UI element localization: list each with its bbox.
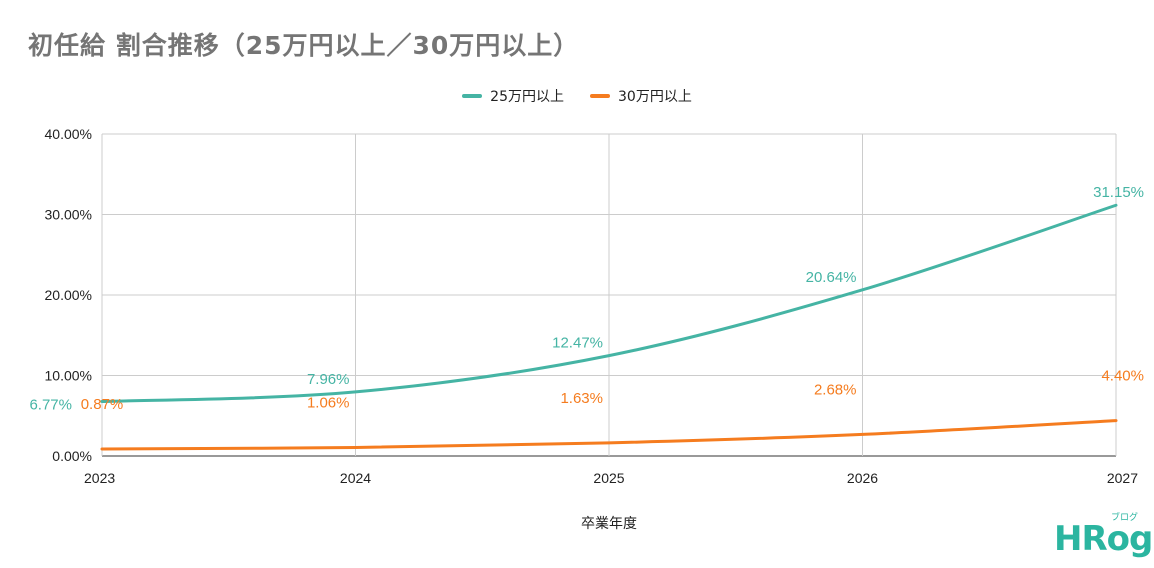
legend-label-series-1: 25万円以上 [490,89,564,105]
x-tick-label: 2024 [340,470,371,486]
x-tick-label: 2026 [847,470,878,486]
logo-subtext: ブログ [1110,513,1138,523]
data-label-series-2: 1.63% [560,390,603,407]
x-tick-label: 2027 [1107,470,1138,486]
data-label-series-2: 4.40% [1101,368,1144,385]
y-tick-label: 0.00% [52,448,92,464]
data-label-series-1: 7.96% [307,371,350,388]
chart-legend: 25万円以上 30万円以上 [0,86,1154,106]
data-label-series-2: 2.68% [814,381,857,398]
y-tick-label: 20.00% [45,287,92,303]
x-tick-label: 2025 [593,470,624,486]
chart-title: 初任給 割合推移（25万円以上／30万円以上） [28,31,580,60]
data-label-series-1: 12.47% [552,335,603,352]
legend-swatch-series-1 [462,94,483,98]
series-line-2 [100,419,1118,451]
y-tick-label: 30.00% [45,207,92,223]
data-label-series-1: 6.77% [29,397,72,414]
data-label-series-2: 0.87% [81,396,124,413]
legend-item-series-1: 25万円以上 [462,86,564,106]
x-axis-title: 卒業年度 [581,516,637,532]
y-tick-label: 10.00% [45,368,92,384]
data-label-series-1: 31.15% [1093,184,1144,201]
series-line-1 [100,203,1118,404]
data-label-series-1: 20.64% [806,269,857,286]
logo-text: HRog [1054,519,1153,559]
legend-swatch-series-2 [590,94,610,98]
data-label-series-2: 1.06% [307,394,350,411]
hrog-logo: ブログ HRog [1054,510,1153,556]
y-tick-label: 40.00% [45,126,92,142]
legend-label-series-2: 30万円以上 [618,89,692,105]
legend-item-series-2: 30万円以上 [590,86,692,106]
x-tick-label: 2023 [84,470,115,486]
